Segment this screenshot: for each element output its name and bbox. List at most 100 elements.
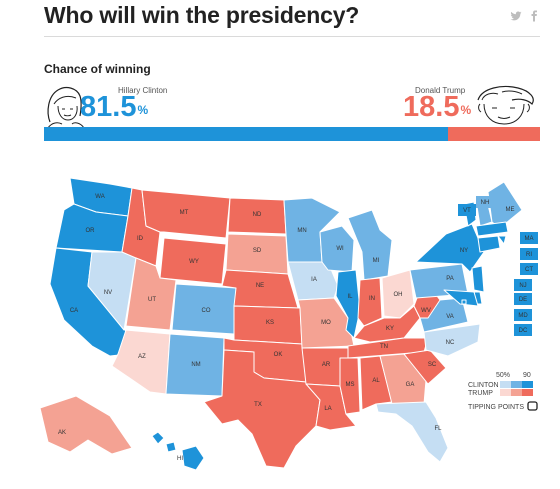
state-chip-md (514, 309, 532, 321)
state-ut (125, 257, 177, 331)
state-label-sd: SD (253, 248, 262, 254)
state-dc (461, 299, 467, 305)
state-label-ga: GA (406, 382, 415, 388)
state-label-al: AL (372, 378, 380, 384)
state-ct (477, 235, 501, 253)
state-label-ks: KS (266, 320, 274, 326)
trump-chance: 18.5% (403, 91, 471, 123)
clinton-chance: 81.5% (80, 91, 148, 123)
state-label-nd: ND (253, 212, 262, 218)
state-ri (497, 235, 507, 245)
state-label-dc: DC (519, 328, 528, 334)
map-legend: 50% 90 CLINTON TRUMP TIPPING POINTS (468, 372, 538, 411)
legend-swatch-clinton-0 (500, 381, 511, 388)
state-label-ny: NY (460, 248, 468, 254)
state-al (359, 355, 393, 411)
state-hi (151, 431, 205, 471)
twitter-icon[interactable] (510, 10, 522, 22)
state-ma (475, 221, 509, 237)
state-label-hi: HI (177, 456, 183, 462)
legend-scale-low: 50% (496, 372, 510, 379)
trump-chance-unit: % (460, 103, 472, 117)
state-label-id: ID (137, 236, 144, 242)
state-label-ne: NE (256, 283, 264, 289)
state-label-ri: RI (526, 252, 532, 258)
state-chip-nh (476, 196, 494, 208)
state-chip-dc (514, 324, 532, 336)
state-label-sc: SC (428, 362, 437, 368)
state-tx (203, 349, 321, 469)
clinton-chance-unit: % (137, 103, 149, 117)
state-label-pa: PA (446, 276, 454, 282)
state-label-vt: VT (463, 208, 471, 214)
state-nc (423, 323, 481, 357)
state-label-ut: UT (148, 297, 156, 303)
odds-bar-trump (448, 127, 540, 141)
legend-scale-high: 90 (523, 372, 531, 379)
state-nv (87, 251, 137, 331)
state-label-va: VA (446, 314, 454, 320)
state-nj (471, 265, 485, 293)
legend-swatch-trump-0 (500, 389, 511, 396)
state-label-la: LA (324, 406, 331, 412)
trump-name: Donald Trump (415, 86, 466, 95)
state-ak (39, 395, 133, 455)
state-label-ar: AR (322, 362, 331, 368)
clinton-portrait-icon (47, 86, 84, 128)
legend-tipping-swatch (527, 401, 538, 411)
state-label-mo: MO (321, 320, 331, 326)
state-chip-de (514, 293, 532, 305)
state-label-ms: MS (346, 382, 355, 388)
state-label-co: CO (202, 308, 211, 314)
state-label-or: OR (86, 228, 96, 234)
state-ms (339, 357, 361, 415)
state-label-ky: KY (386, 326, 394, 332)
state-label-me: ME (506, 207, 515, 213)
state-chip-ri (520, 248, 538, 260)
state-me (487, 181, 523, 229)
state-label-ca: CA (70, 308, 78, 314)
facebook-icon[interactable] (528, 10, 540, 22)
trump-portrait-icon (477, 85, 534, 125)
state-label-oh: OH (394, 292, 403, 298)
state-label-md: MD (518, 313, 528, 319)
state-labels: WA OR CA NV ID MT WY UT AZ CO NM ND SD NE KS OK TX MN IA MO… (58, 194, 538, 462)
odds-bar (44, 127, 540, 141)
legend-trump-label: TRUMP (468, 390, 493, 397)
state-oh (381, 269, 415, 319)
legend-swatch-clinton-2 (522, 381, 533, 388)
state-mi (347, 209, 393, 281)
state-fl (375, 401, 449, 463)
state-label-wv: WV (421, 308, 431, 314)
state-ny (415, 223, 485, 273)
state-chip-ct (520, 263, 538, 275)
state-label-tn: TN (380, 344, 388, 350)
state-md (443, 289, 479, 307)
state-label-tx: TX (254, 402, 262, 408)
legend-swatch-trump-1 (511, 389, 522, 396)
state-label-nh: NH (481, 200, 490, 206)
share-buttons (510, 10, 540, 22)
state-chip-nj (514, 279, 532, 291)
state-il (335, 269, 361, 339)
state-sd (225, 233, 289, 275)
legend-swatch-trump-2 (522, 389, 533, 396)
state-chip-ma (520, 232, 538, 244)
clinton-name: Hillary Clinton (118, 86, 168, 95)
state-label-wi: WI (336, 246, 344, 252)
clinton-chance-value: 81.5 (80, 91, 137, 123)
state-shapes (39, 177, 523, 471)
state-label-ak: AK (58, 430, 66, 436)
state-label-il: IL (347, 294, 353, 300)
state-label-nc: NC (446, 340, 455, 346)
state-label-mt: MT (180, 210, 189, 216)
state-label-mn: MN (297, 228, 306, 234)
state-chip-vt (458, 204, 476, 216)
state-label-ia: IA (311, 277, 317, 283)
state-label-ct: CT (525, 267, 533, 273)
state-label-wa: WA (95, 194, 104, 200)
state-label-wy: WY (189, 259, 199, 265)
state-sc (403, 349, 447, 385)
state-label-de: DE (519, 297, 527, 303)
